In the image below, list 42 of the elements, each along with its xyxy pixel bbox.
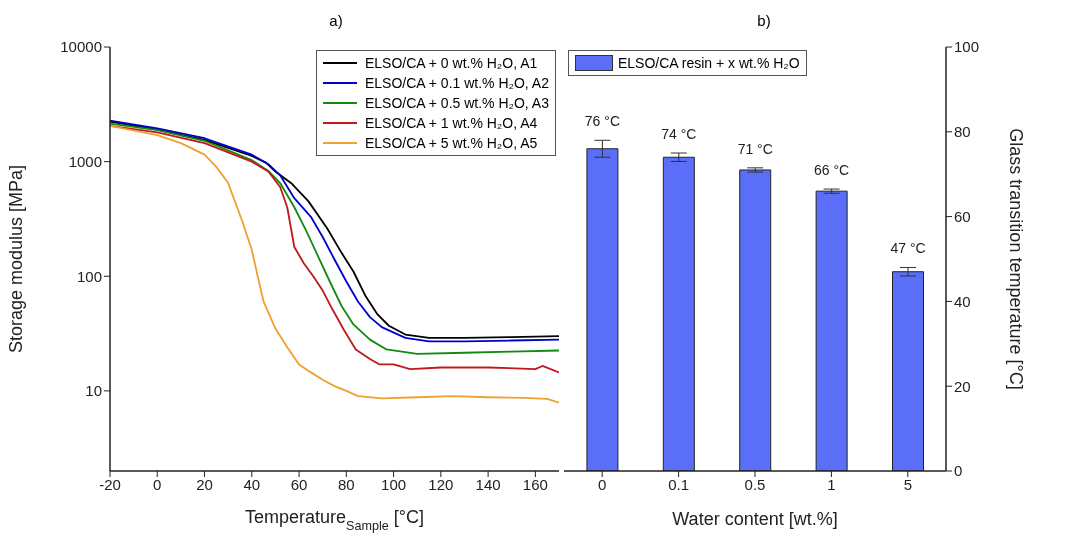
y-tick-label: 10000 [60,38,102,56]
y-tick-label: 0 [954,462,963,480]
y-tick-label: 20 [954,377,971,395]
legend-label: ELSO/CA + 1 wt.% H₂O, A4 [364,114,538,133]
x-tick-label: 0.5 [744,475,766,493]
x-tick-label: 120 [428,475,454,493]
x-tick-label: 5 [903,475,912,493]
legend-label: ELSO/CA + 0 wt.% H₂O, A1 [364,54,538,73]
x-tick-label: 160 [522,475,548,493]
y-tick-label: 60 [954,207,971,225]
legend-label: ELSO/CA resin + x wt.% H₂O [618,54,800,73]
y-axis-title: Glass transition temperature [°C] [1005,128,1026,390]
y-tick-label: 10 [85,382,102,400]
y-tick-label: 1000 [68,152,102,170]
data-label: 74 °C [661,126,697,142]
chart-title: a) [328,12,344,29]
data-label: 47 °C [890,240,926,257]
x-tick-label: -20 [99,475,121,493]
data-label: 76 °C [584,113,621,130]
legend-label: ELSO/CA + 0.5 wt.% H₂O, A3 [364,94,549,113]
y-tick-label: 100 [76,267,102,285]
y-axis-title: Storage modulus [MPa] [6,164,27,354]
x-tick-label: 100 [381,475,407,493]
x-tick-label: 140 [475,475,501,493]
legend-label: ELSO/CA + 5 wt.% H₂O, A5 [364,134,538,153]
chart-title: b) [756,12,772,29]
x-tick-label: 40 [243,475,261,493]
data-label: 71 °C [737,140,773,157]
x-tick-label: 20 [196,475,213,493]
x-axis-title: Water content [wt.%] [672,509,838,529]
y-tick-label: 40 [954,292,971,310]
x-tick-label: 80 [337,475,355,493]
y-tick-label: 80 [954,123,971,141]
x-tick-label: 1 [827,475,836,493]
x-tick-label: 0 [153,475,162,493]
x-tick-label: 0.1 [668,475,690,493]
legend-label: ELSO/CA + 0.1 wt.% H₂O, A2 [364,74,549,93]
y-tick-label: 100 [954,38,980,56]
data-label: 66 °C [814,162,850,179]
x-axis-title: Temperature$_{Sample}$ [°C] [245,507,424,533]
x-tick-label: 60 [290,475,308,493]
x-tick-label: 0 [598,475,607,493]
